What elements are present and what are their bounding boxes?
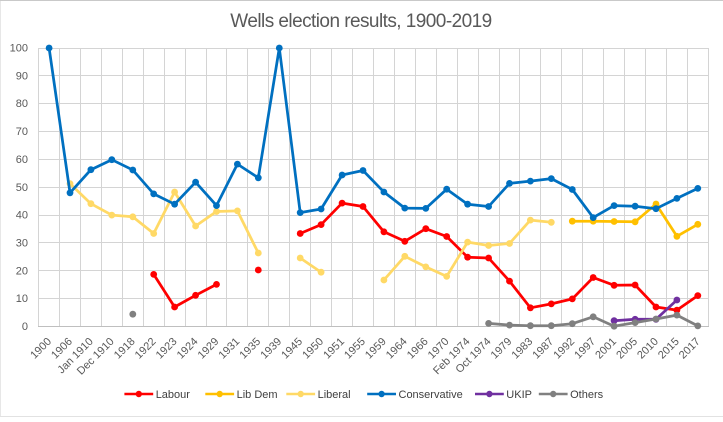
svg-text:Others: Others <box>570 389 604 401</box>
svg-text:Conservative: Conservative <box>399 389 463 401</box>
svg-text:40: 40 <box>16 210 28 222</box>
svg-text:50: 50 <box>16 182 28 194</box>
svg-text:100: 100 <box>10 43 28 55</box>
svg-text:Liberal: Liberal <box>318 389 351 401</box>
svg-text:UKIP: UKIP <box>506 389 532 401</box>
svg-text:30: 30 <box>16 237 28 249</box>
svg-text:Lib Dem: Lib Dem <box>237 389 278 401</box>
svg-text:Labour: Labour <box>156 389 191 401</box>
svg-text:20: 20 <box>16 265 28 277</box>
svg-text:60: 60 <box>16 154 28 166</box>
svg-text:0: 0 <box>22 321 28 333</box>
svg-text:Wells election results, 1900-2: Wells election results, 1900-2019 <box>230 11 491 32</box>
svg-text:70: 70 <box>16 126 28 138</box>
svg-text:80: 80 <box>16 98 28 110</box>
svg-text:10: 10 <box>16 293 28 305</box>
svg-text:90: 90 <box>16 70 28 82</box>
